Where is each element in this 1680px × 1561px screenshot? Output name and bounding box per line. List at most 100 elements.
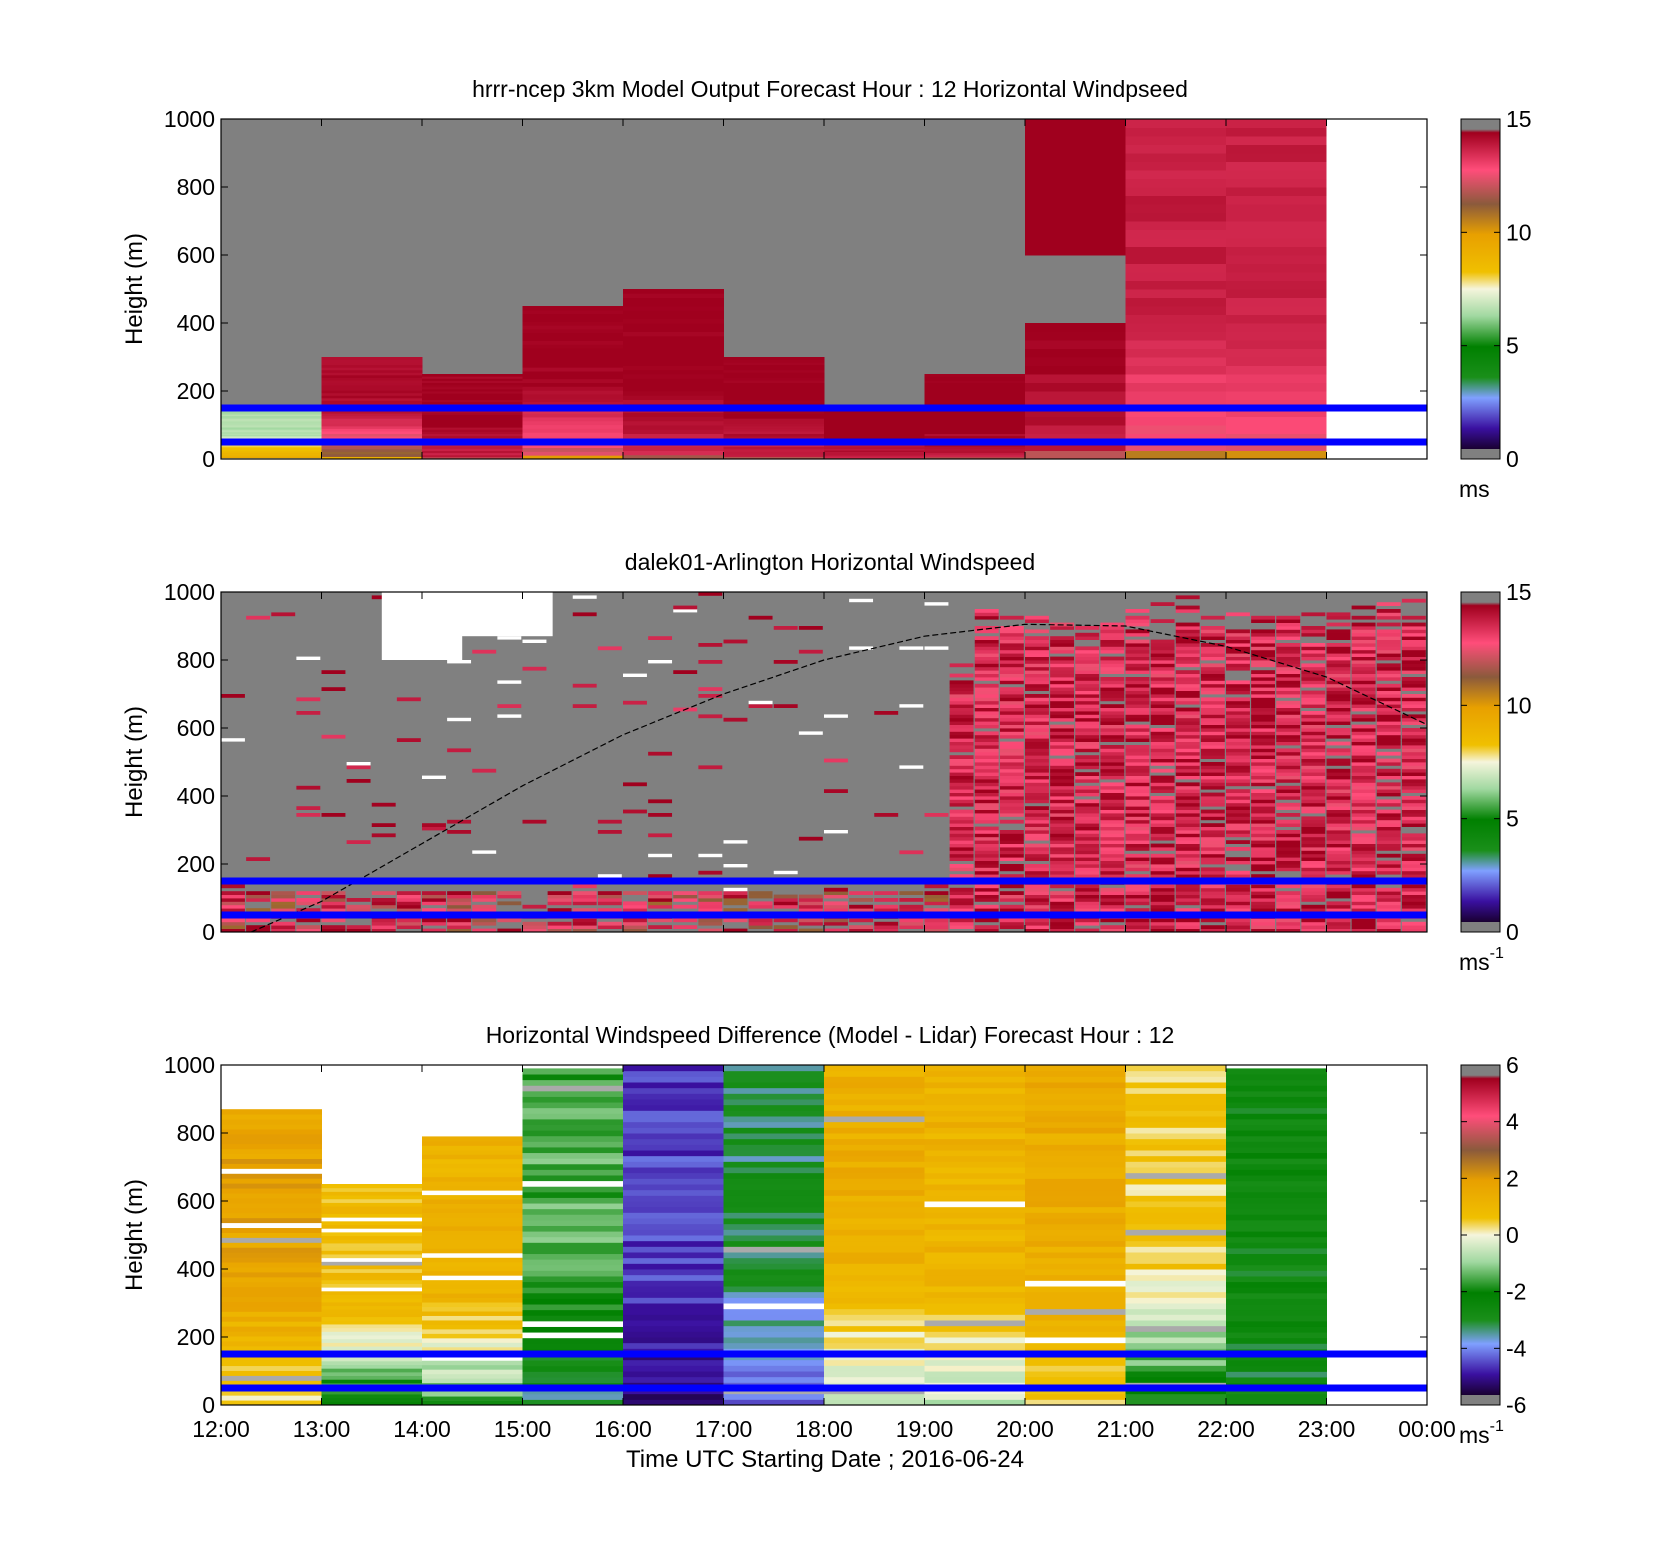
heatmap-cell [1050,884,1075,889]
heatmap-cell [221,1390,322,1396]
heatmap-cell [321,1305,423,1310]
heatmap-cell [999,796,1024,800]
heatmap-cell [321,1287,423,1292]
heatmap-cell [748,904,773,909]
heatmap-cell [1025,1133,1126,1140]
heatmap-cell [1226,1158,1327,1165]
heatmap-cell [1025,728,1049,732]
heatmap-cell [1351,714,1376,719]
heatmap-cell [1401,741,1426,746]
heatmap-cell [949,680,974,685]
heatmap-cell [824,1371,925,1378]
heatmap-cell [522,309,624,315]
heatmap-cell [321,362,423,366]
heatmap-cell [1125,1218,1227,1225]
heatmap-cell [271,612,296,617]
heatmap-cell [1401,639,1426,644]
heatmap-cell [221,1227,322,1233]
heatmap-cell [949,673,974,678]
heatmap-cell [1150,738,1175,742]
heatmap-cell [1150,670,1175,674]
heatmap-cell [899,898,924,902]
heatmap-cell [422,826,446,831]
heatmap-cell [422,435,523,439]
heatmap-cell [447,901,472,906]
heatmap-cell [1351,666,1376,671]
heatmap-cell [1125,1320,1227,1327]
heatmap-cell [723,1070,825,1077]
heatmap-cell [422,384,523,388]
heatmap-cell [1251,724,1276,729]
heatmap-cell [522,819,547,824]
heatmap-cell [1401,870,1426,875]
heatmap-cell [1050,775,1075,780]
x-tick-label: 16:00 [594,1416,652,1442]
heatmap-cell [1050,717,1075,722]
heatmap-cell [824,1121,925,1128]
heatmap-cell [1376,615,1401,620]
heatmap-cell [271,921,296,926]
heatmap-cell [371,904,396,909]
heatmap-cell [1025,1178,1126,1185]
heatmap-cell [1226,1169,1327,1176]
heatmap-cell [874,908,899,912]
heatmap-cell [1401,925,1426,929]
heatmap-cell [1251,925,1276,929]
heatmap-cell [924,456,1026,460]
heatmap-cell [1075,833,1100,838]
heatmap-cell [723,1076,825,1083]
heatmap-cell [1351,789,1376,793]
heatmap-cell [1075,758,1100,763]
heatmap-cell [723,1359,825,1366]
heatmap-cell [623,433,724,439]
heatmap-cell [1125,1178,1227,1185]
heatmap-cell [1025,408,1126,417]
heatmap-cell [623,382,724,388]
heatmap-cell [1276,850,1301,855]
heatmap-cell [1125,297,1227,307]
heatmap-cell [1301,898,1326,902]
no-data-cell [824,714,848,718]
heatmap-cell [999,694,1024,698]
heatmap-cell [673,894,698,899]
boundary-layer-curve [250,623,1428,933]
heatmap-cell [698,765,723,770]
heatmap-cell [949,867,974,872]
heatmap-cell [723,908,748,912]
heatmap-cell [1200,857,1225,861]
heatmap-cell [1125,1144,1227,1151]
heatmap-cell [824,429,925,432]
heatmap-cell [522,1332,624,1339]
heatmap-cell [1050,850,1075,855]
heatmap-cell [824,415,925,418]
heatmap-cell [1276,884,1301,889]
heatmap-cell [522,1146,624,1154]
heatmap-cell [422,456,523,460]
heatmap-cell [824,921,848,926]
heatmap-cell [422,1176,523,1182]
heatmap-cell [1226,1337,1327,1344]
heatmap-cell [1401,758,1426,763]
heatmap-cell [1025,925,1049,929]
heatmap-cell [623,1274,724,1281]
heatmap-cell [522,1365,624,1372]
heatmap-cell [824,1087,925,1094]
heatmap-cell [1050,694,1075,698]
heatmap-cell [1025,857,1049,861]
heatmap-cell [1326,700,1351,705]
heatmap-cell [1175,758,1200,763]
heatmap-cell [623,700,647,705]
heatmap-cell [221,418,322,421]
heatmap-cell [1075,867,1100,872]
heatmap-cell [1226,884,1250,889]
heatmap-cell [1301,836,1326,841]
heatmap-cell [1301,704,1326,708]
heatmap-cell [1025,619,1049,623]
heatmap-cell [246,928,271,933]
heatmap-cell [1125,649,1150,654]
heatmap-cell [1401,687,1426,691]
heatmap-cell [221,1232,322,1238]
heatmap-cell [547,928,572,933]
heatmap-cell [1326,762,1351,766]
heatmap-cell [1276,792,1301,797]
